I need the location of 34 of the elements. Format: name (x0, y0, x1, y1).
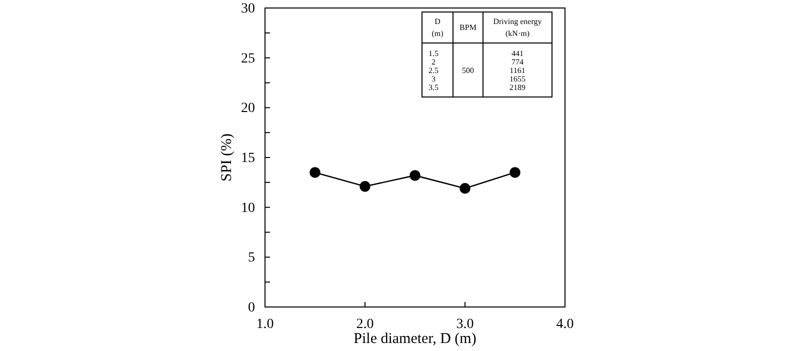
x-axis-title: Pile diameter, D (m) (354, 331, 476, 347)
annotation: 441 (512, 49, 524, 58)
annotation: Driving energy (493, 17, 542, 26)
y-tick-label: 5 (248, 250, 255, 266)
point (310, 167, 320, 178)
y-tick-label: 30 (241, 1, 255, 16)
y-tick-label: 20 (241, 101, 255, 116)
point (410, 170, 420, 181)
annotation: 500 (462, 66, 474, 75)
y-tick-label: 15 (241, 150, 255, 166)
x-tick-label: 2.0 (356, 317, 374, 332)
annotation: 3 (432, 74, 436, 84)
point (510, 167, 520, 178)
annotation: BPM (460, 23, 476, 32)
annotation: 2189 (510, 83, 526, 92)
annotation: 2.5 (428, 66, 438, 75)
y-tick-label: 10 (241, 200, 255, 216)
annotation: 774 (512, 58, 524, 66)
annotation: (m) (432, 29, 444, 38)
annotation: 1655 (510, 74, 526, 84)
point (360, 181, 370, 192)
point (460, 183, 470, 194)
annotation: 1161 (510, 66, 526, 75)
annotation: 2 (432, 58, 436, 66)
y-axis-title: SPI (%) (219, 134, 235, 182)
x-tick-label: 4.0 (556, 317, 574, 332)
annotation: 1.5 (428, 49, 438, 58)
x-tick-label: 3.0 (456, 317, 474, 332)
annotation: D (434, 17, 441, 26)
annotation: 3.5 (428, 83, 438, 92)
x-tick-label: 1.0 (256, 317, 274, 332)
annotation: (kN·m) (506, 29, 530, 38)
y-tick-label: 25 (241, 51, 255, 66)
y-tick-label: 0 (248, 300, 255, 316)
